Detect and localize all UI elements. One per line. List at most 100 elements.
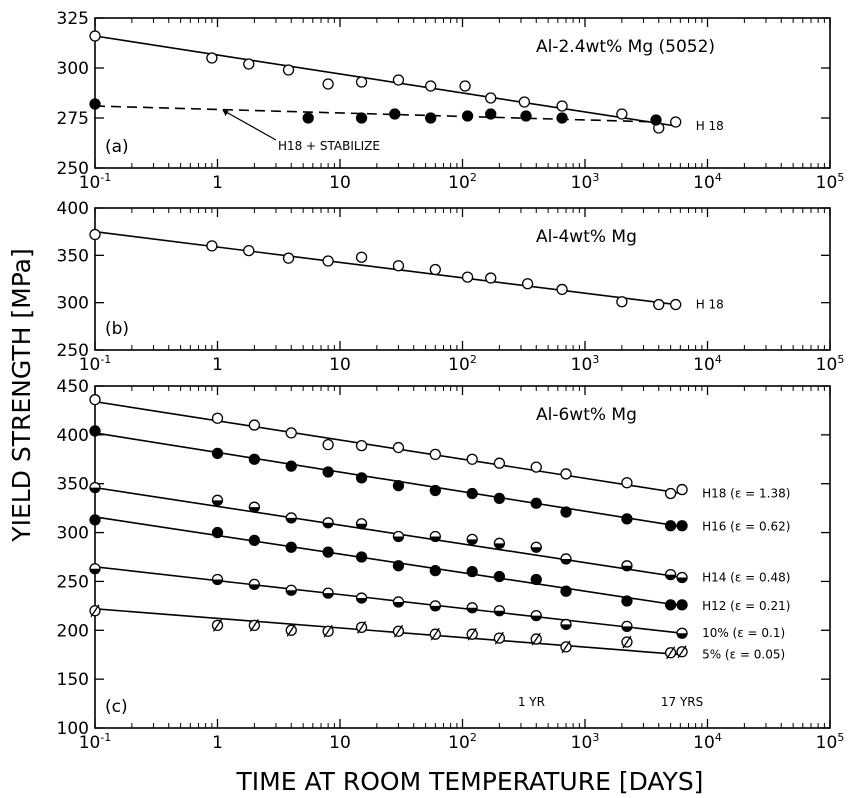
panel-c-series-1-point (493, 492, 506, 505)
panel-c-series-0-point (429, 448, 441, 461)
panel-b-x-tick-label: 1 (212, 355, 223, 375)
panel-a-series-1-point (461, 110, 474, 122)
panel-b-series-0-point-ring (653, 298, 665, 311)
panel-c-series-1-point (211, 447, 224, 460)
panel-a-series-0-point (322, 78, 334, 90)
panel-c-series-4-point (322, 587, 334, 599)
panel-c-series-4-point (355, 592, 368, 604)
panel-a-series-0-point-ring (518, 96, 531, 108)
panel-a-series-1-point (89, 98, 101, 110)
panel-c-series-4-point (429, 600, 441, 612)
panel-c-series-4-point (392, 596, 405, 608)
panel-a-series-1-point (302, 112, 314, 124)
panel-a-series-0-point (518, 96, 531, 108)
panel-c-series-3-point (466, 566, 478, 578)
panel-c-series-2-point-half-fill (561, 558, 572, 564)
panel-a-series-0-point (392, 74, 405, 86)
panel-c-series-2-point-half-fill (677, 577, 688, 583)
panel-c-series-1-point-dot (664, 520, 677, 532)
panel-c-series-1-label: H16 (ε = 0.62) (702, 520, 790, 534)
panel-c-series-1-point-dot (322, 466, 334, 478)
panel-c-letter: (c) (105, 697, 128, 717)
panel-c-series-1-point-dot (392, 480, 405, 492)
panel-c: 10-1 1 10 102 103 104 105100150200250300350400… (57, 377, 845, 753)
panel-b-title: Al-4wt% Mg (536, 227, 637, 247)
panel-a-x-tick-label: 102 (448, 171, 477, 193)
panel-c-series-5-point (392, 624, 405, 638)
panel-b-y-tick-label: 400 (57, 199, 89, 219)
panel-c-y-tick-label: 100 (57, 719, 89, 739)
panel-c-series-1-point (560, 506, 572, 518)
panel-b-x-tick-label: 104 (693, 353, 722, 375)
panel-c-series-0-fit-line (94, 400, 683, 495)
panel-c-series-0-point (621, 477, 633, 489)
panel-c-x-tick-label: 104 (693, 731, 722, 753)
panel-c-series-5-point (493, 631, 506, 645)
panel-c-series-1-point (285, 460, 297, 472)
panel-c-series-2-point-half-fill (356, 523, 367, 529)
panel-a-series-1-point (485, 108, 497, 120)
panel-c-series-1-point-dot (676, 520, 688, 532)
panel-c-series-3-point (211, 526, 224, 539)
panel-b-series-0-fit-line (94, 230, 676, 306)
panel-c-series-5-point (285, 623, 297, 637)
panel-c-series-4-point (676, 627, 688, 639)
panel-b-x-tick-label: 102 (448, 353, 477, 375)
panel-a-series-0-point (206, 52, 218, 64)
panel-b-y-tick-label: 300 (57, 294, 89, 314)
panel-c-series-2-point-half-fill (393, 536, 404, 542)
panel-c-series-2-point (676, 571, 688, 584)
panel-c-series-0-point-ring (429, 448, 441, 461)
panel-c-series-5-point-slash (494, 631, 504, 645)
panel-c-series-3-point (560, 585, 572, 597)
panel-c-series-4-point-half-fill (621, 626, 632, 632)
panel-c-series-0-label: H18 (ε = 1.38) (702, 486, 790, 500)
panel-b-series-0-point-ring (521, 278, 534, 290)
panel-b-series-0-point-ring (355, 251, 368, 263)
panel-c-series-4-point (211, 573, 224, 586)
panel-c-x-tick-label: 105 (816, 731, 845, 753)
panel-a-series-1-point-dot (520, 110, 532, 122)
panel-c-series-0-point (285, 427, 297, 439)
panel-c-y-tick-label: 450 (57, 377, 89, 397)
panel-b-x-tick-label: 103 (571, 353, 600, 375)
panel-c-series-1-point-dot (493, 492, 506, 505)
panel-c-series-0-point-ring (621, 477, 633, 489)
panel-c-series-4-point (493, 605, 506, 617)
panel-c-series-2-point-half-fill (494, 543, 505, 549)
panel-c-series-5-point (322, 624, 334, 638)
panel-c-y-tick-label: 200 (57, 621, 89, 641)
panel-a-x-tick-label: 103 (571, 171, 600, 193)
panel-a-series-1-point-dot (485, 108, 497, 120)
panel-a-x-tick-label: 10 (329, 173, 351, 193)
panel-b-series-0-point (243, 244, 255, 257)
panel-c-series-1-point-dot (466, 487, 478, 500)
panel-c-series-2-fit-line (94, 486, 683, 579)
panel-b-y-tick-label: 250 (57, 341, 89, 361)
panel-a-letter: (a) (105, 137, 129, 157)
panel-a-series-0-point (670, 116, 682, 128)
panel-b-series-0-point-ring (556, 283, 568, 296)
panel-c-y-tick-label: 350 (57, 475, 89, 495)
panel-a-series-0-point (425, 80, 437, 92)
panel-c-series-1-point (676, 520, 688, 532)
panel-c-series-3-point-dot (211, 526, 224, 539)
panel-b-series-0-point-ring (461, 271, 474, 283)
panel-c-series-4-point-half-fill (393, 601, 404, 607)
panel-c-series-0-point-ring (322, 438, 334, 451)
panel-c-series-2-point (621, 560, 633, 572)
panel-c-series-0-point (466, 453, 478, 465)
panel-a-series-0-point (355, 76, 368, 88)
panel-c-series-5-point (560, 640, 572, 654)
panel-b-series-0-point (616, 296, 628, 308)
panel-c-series-5-point-slash (90, 604, 100, 618)
panel-c-series-3-point-dot (89, 514, 101, 526)
panel-a-series-0-point (485, 92, 497, 104)
panel-c-series-2-point-half-fill (90, 487, 100, 493)
panel-c-series-3: H12 (ε = 0.21) (89, 514, 790, 613)
panel-c-series-2-point-half-fill (531, 547, 542, 553)
panel-c-series-0-point (355, 439, 368, 452)
panel-c-series-3-fit-line (94, 516, 683, 607)
panel-c-series-2-point-half-fill (212, 500, 223, 506)
panel-b-series-0-point (355, 251, 368, 263)
